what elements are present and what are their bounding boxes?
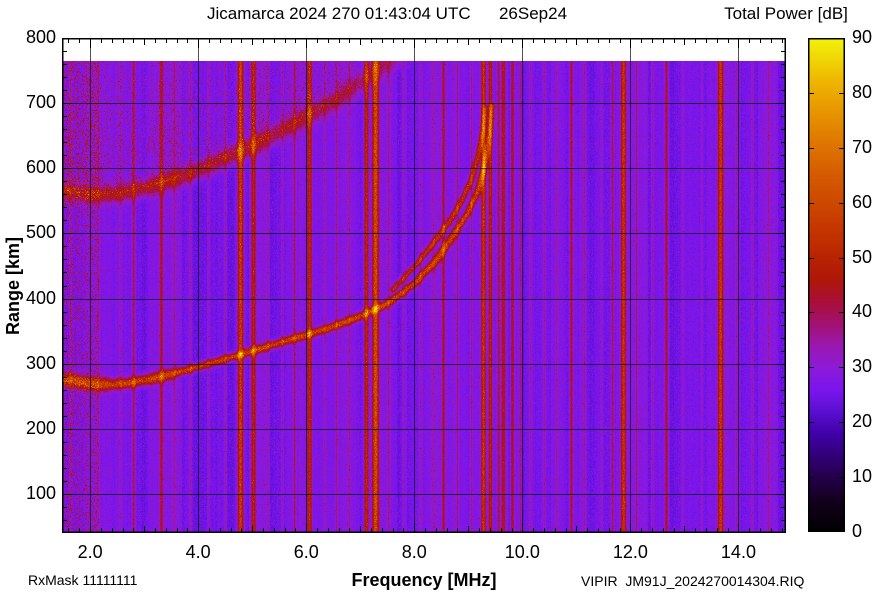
colorbar-title: Total Power [dB] [724, 4, 848, 23]
y-axis-label: Range [km] [3, 237, 23, 336]
colorbar-tick-label: 10 [852, 466, 873, 487]
colorbar-tick-label: 80 [852, 81, 873, 102]
colorbar-tick-label: 30 [852, 356, 873, 377]
x-tick-label: 2.0 [77, 542, 103, 562]
colorbar-tick-label: 60 [852, 191, 873, 212]
colorbar-tick-label: 0 [852, 521, 863, 541]
rxmask-annotation: RxMask 11111111 [28, 572, 138, 588]
x-tick-label: 10.0 [504, 542, 540, 562]
x-tick-label: 4.0 [185, 542, 211, 562]
figure-title: Jicamarca 2024 270 01:43:04 UTC 26Sep24 [206, 4, 568, 23]
filename-annotation: VIPIR JM91J_2024270014304.RIQ [581, 573, 805, 589]
y-tick-label: 300 [25, 352, 56, 373]
colorbar-tick-label: 90 [852, 27, 873, 47]
colorbar-tick-label: 40 [852, 301, 873, 322]
ionogram-heatmap-canvas [62, 38, 786, 533]
x-tick-label: 12.0 [612, 542, 648, 562]
x-tick-label: 8.0 [401, 542, 427, 562]
colorbar-tick-label: 50 [852, 246, 873, 267]
x-axis-label: Frequency [MHz] [351, 570, 497, 590]
y-tick-label: 400 [25, 287, 56, 308]
colorbar-canvas [808, 38, 845, 532]
y-tick-label: 100 [25, 482, 56, 503]
colorbar-tick-label: 20 [852, 411, 873, 432]
x-tick-label: 14.0 [720, 542, 756, 562]
y-tick-label: 500 [25, 222, 56, 243]
colorbar-tick-label: 70 [852, 136, 873, 157]
y-tick-label: 600 [25, 157, 56, 178]
y-tick-label: 200 [25, 417, 56, 438]
y-tick-label: 700 [25, 92, 56, 113]
x-tick-label: 6.0 [293, 542, 319, 562]
y-tick-label: 800 [25, 27, 56, 47]
